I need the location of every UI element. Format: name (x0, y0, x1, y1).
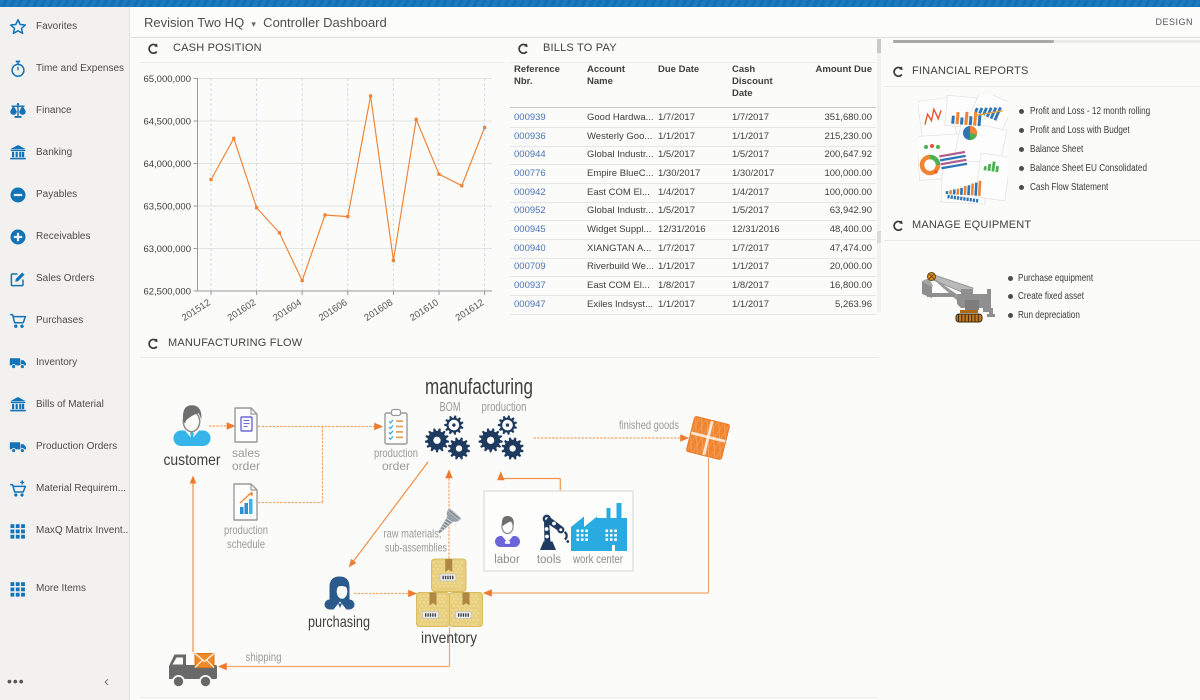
svg-text:purchasing: purchasing (308, 614, 370, 631)
svg-text:201612: 201612 (454, 297, 487, 322)
svg-text:BOM: BOM (440, 400, 461, 414)
svg-text:production: production (224, 523, 268, 537)
svg-text:201602: 201602 (226, 297, 259, 322)
svg-text:64,000,000: 64,000,000 (143, 159, 191, 170)
svg-text:63,000,000: 63,000,000 (143, 244, 191, 255)
svg-text:shipping: shipping (246, 650, 282, 664)
svg-text:62,500,000: 62,500,000 (143, 287, 191, 298)
svg-text:201604: 201604 (271, 297, 304, 322)
svg-text:sub-assemblies: sub-assemblies (385, 541, 447, 555)
svg-text:201512: 201512 (180, 297, 213, 322)
svg-text:production: production (482, 400, 527, 414)
svg-text:63,500,000: 63,500,000 (143, 202, 191, 213)
svg-text:201610: 201610 (408, 297, 441, 322)
svg-text:201606: 201606 (317, 297, 350, 322)
svg-text:customer: customer (164, 452, 222, 469)
svg-text:schedule: schedule (227, 537, 265, 551)
svg-text:201608: 201608 (362, 297, 395, 322)
svg-text:sales: sales (232, 446, 260, 460)
svg-text:64,500,000: 64,500,000 (143, 117, 191, 128)
svg-text:finished goods: finished goods (619, 418, 679, 432)
svg-text:inventory: inventory (421, 630, 477, 647)
svg-text:production: production (374, 446, 418, 460)
svg-text:order: order (232, 459, 260, 473)
svg-text:raw materials,: raw materials, (384, 527, 442, 541)
svg-text:work center: work center (572, 554, 623, 566)
svg-text:tools: tools (537, 554, 562, 566)
svg-text:labor: labor (494, 554, 520, 566)
svg-text:manufacturing: manufacturing (425, 374, 533, 399)
svg-text:order: order (382, 459, 410, 473)
svg-text:65,000,000: 65,000,000 (143, 74, 191, 85)
